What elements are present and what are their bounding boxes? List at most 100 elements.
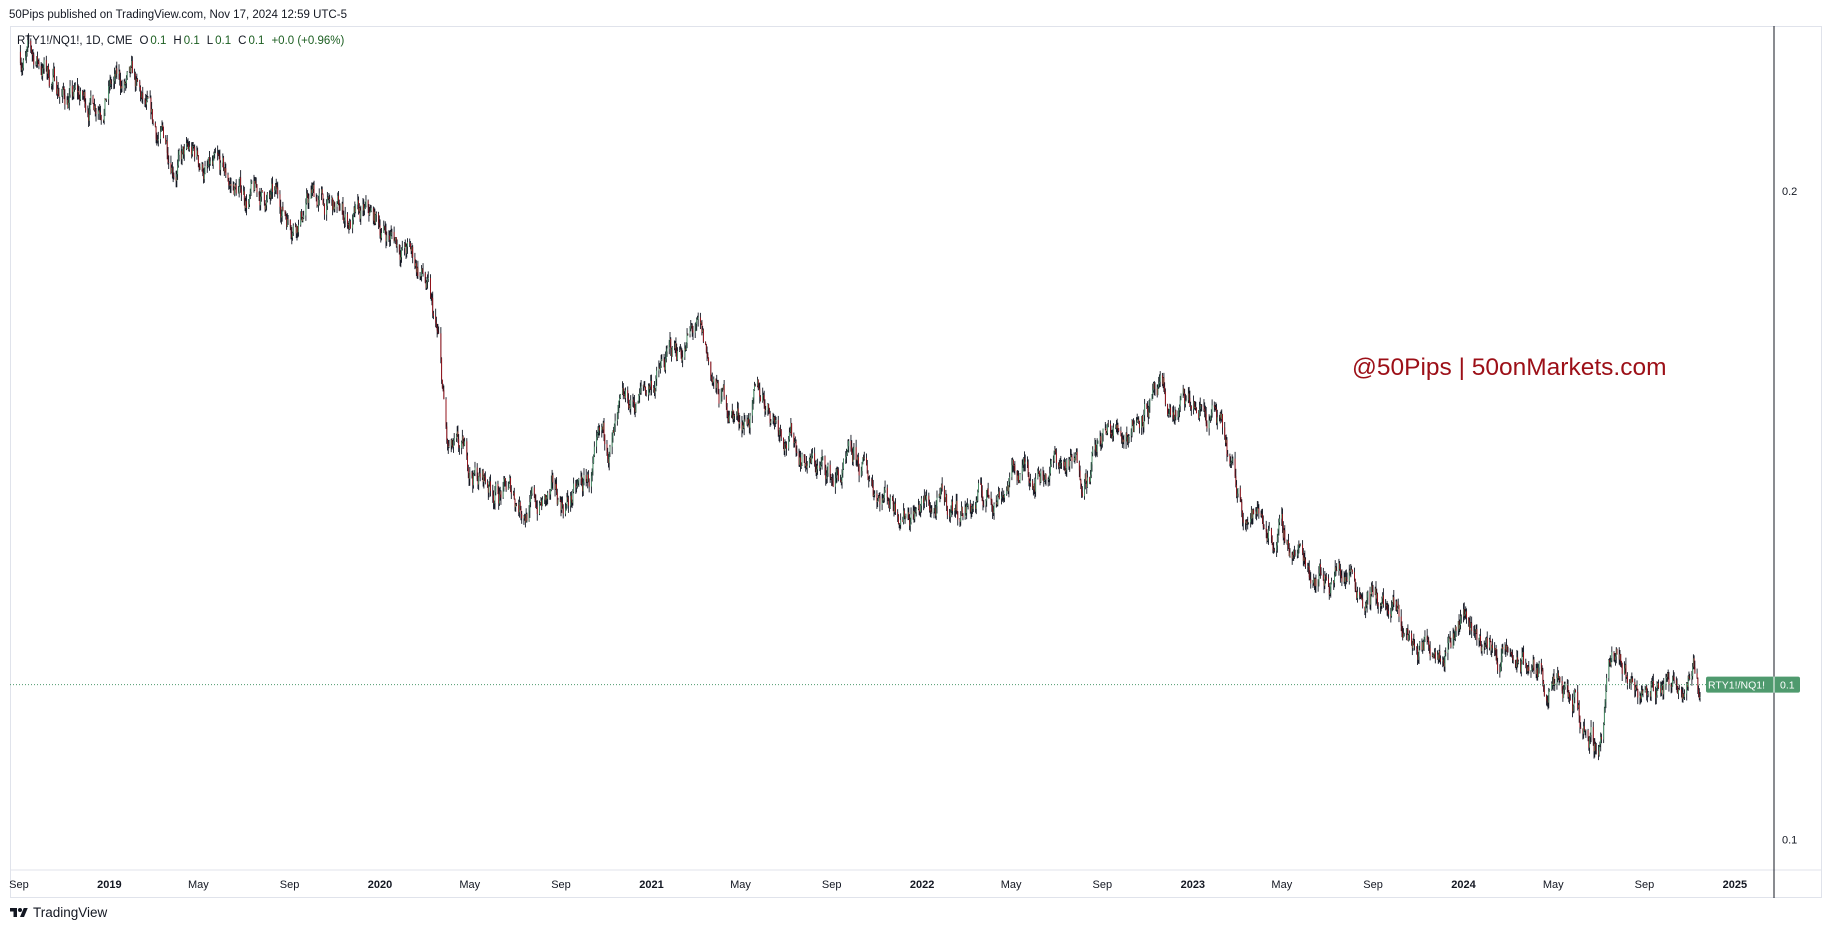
- candle: [1590, 720, 1592, 743]
- candle-body: [266, 193, 268, 201]
- candle-body: [57, 88, 58, 94]
- candle: [393, 226, 395, 244]
- candle-body: [1583, 726, 1585, 731]
- candle: [384, 221, 386, 235]
- candle: [995, 495, 997, 508]
- candle: [1457, 620, 1459, 636]
- candle: [385, 223, 387, 249]
- chart-frame[interactable]: [10, 26, 1822, 898]
- candle-body: [201, 163, 203, 170]
- candle: [1636, 680, 1638, 691]
- candle: [1060, 455, 1062, 469]
- candle-body: [593, 446, 595, 456]
- candle-body: [234, 187, 236, 195]
- candle: [1661, 681, 1662, 697]
- candle-body: [114, 73, 116, 82]
- candle: [1075, 452, 1077, 461]
- candle-body: [803, 454, 805, 458]
- candle: [1099, 430, 1101, 447]
- candle: [975, 496, 977, 515]
- candle: [1411, 640, 1413, 656]
- candle-body: [1672, 676, 1674, 687]
- candle: [971, 503, 973, 518]
- candle-body: [394, 240, 396, 242]
- candle-body: [1681, 692, 1683, 700]
- candle-body: [966, 505, 968, 507]
- candle-body: [1392, 596, 1394, 603]
- candle-body: [1668, 677, 1670, 685]
- candle: [1623, 661, 1625, 675]
- candle-body: [1121, 436, 1123, 439]
- candle-body: [327, 196, 329, 198]
- candle: [684, 342, 686, 360]
- candle-body: [378, 213, 380, 223]
- candle: [1348, 564, 1350, 585]
- candle-body: [1548, 691, 1550, 703]
- candle: [1406, 628, 1408, 635]
- candle: [992, 504, 994, 519]
- candle-body: [1268, 528, 1270, 530]
- candle-body: [1291, 552, 1293, 559]
- candle: [1660, 681, 1662, 697]
- candle-body: [1190, 405, 1192, 410]
- candle: [57, 82, 59, 97]
- candle-body: [1626, 675, 1628, 677]
- candle: [848, 439, 850, 453]
- candle: [1515, 659, 1517, 670]
- candle: [192, 141, 194, 152]
- candle: [1422, 640, 1424, 654]
- candle-body: [639, 393, 641, 396]
- candle: [710, 361, 712, 381]
- candle-body: [224, 168, 226, 172]
- candle-body: [1577, 691, 1579, 708]
- candle-body: [77, 90, 79, 93]
- candle: [1588, 736, 1590, 751]
- last-price-tag: [1706, 676, 1800, 693]
- candle-body: [811, 455, 813, 463]
- candle-body: [354, 207, 356, 213]
- candle: [1551, 681, 1553, 691]
- candle-body: [913, 510, 915, 520]
- candle-body: [404, 243, 405, 249]
- candle: [1210, 415, 1212, 423]
- candle: [1548, 687, 1550, 709]
- candle-body: [1107, 423, 1108, 433]
- candle-body: [381, 232, 382, 238]
- candle-body: [1645, 686, 1647, 688]
- candle: [1554, 678, 1556, 692]
- candle: [850, 434, 852, 452]
- candle: [259, 187, 261, 211]
- candle-body: [746, 419, 748, 425]
- candle: [601, 423, 603, 438]
- candle-body: [1354, 572, 1355, 579]
- candle-body: [270, 191, 272, 198]
- candle: [737, 401, 738, 421]
- candle-body: [835, 475, 837, 479]
- candle-body: [1242, 519, 1244, 523]
- candle: [1675, 676, 1677, 690]
- candle: [171, 162, 173, 179]
- candle: [1670, 683, 1672, 694]
- candle: [1639, 691, 1641, 705]
- candle-body: [842, 468, 844, 474]
- candle-body: [1418, 645, 1420, 657]
- candle: [177, 159, 179, 180]
- candle: [1032, 479, 1034, 491]
- candle-body: [656, 370, 658, 379]
- candle: [987, 482, 989, 498]
- candle: [176, 170, 178, 188]
- candle: [1199, 397, 1201, 417]
- candle-body: [396, 244, 398, 247]
- candle: [1559, 676, 1561, 683]
- candle-body: [1236, 493, 1238, 497]
- candle-body: [566, 497, 568, 506]
- footer-brand[interactable]: TradingView: [9, 905, 107, 920]
- candle: [78, 86, 80, 100]
- candle: [134, 71, 136, 92]
- candle-body: [1646, 693, 1648, 696]
- candle: [1500, 662, 1502, 673]
- candle: [1603, 722, 1605, 744]
- candle: [1366, 591, 1368, 613]
- candle-body: [209, 161, 211, 164]
